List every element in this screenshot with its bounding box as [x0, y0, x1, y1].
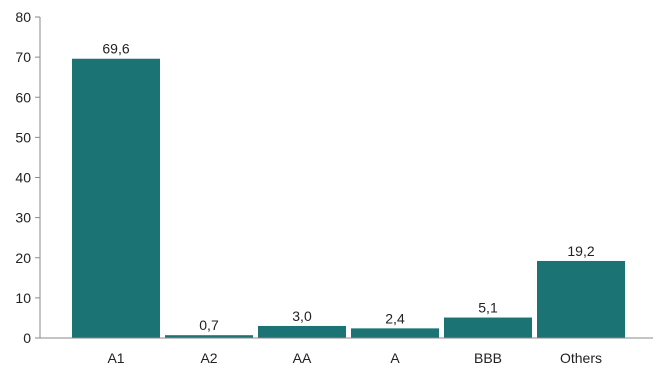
data-label: 0,7 [199, 317, 219, 333]
data-label: 2,4 [385, 310, 405, 326]
bar-aa [258, 325, 346, 338]
y-tick-label: 20 [15, 250, 31, 266]
bar-a1 [72, 58, 160, 338]
y-tick-label: 80 [15, 9, 31, 25]
y-tick-label: 40 [15, 170, 31, 186]
y-tick-label: 60 [15, 89, 31, 105]
y-tick-label: 70 [15, 49, 31, 65]
x-tick-label: A2 [200, 350, 217, 366]
bar-a2 [165, 335, 253, 338]
data-label: 5,1 [478, 300, 498, 316]
data-label: 69,6 [102, 41, 129, 57]
data-label: 19,2 [567, 243, 594, 259]
x-tick-label: A1 [107, 350, 124, 366]
data-label: 3,0 [292, 308, 312, 324]
x-axis: A1 A2 AA A BBB Others [40, 337, 653, 366]
y-tick-label: 0 [23, 330, 31, 346]
x-tick-label: A [390, 350, 400, 366]
y-tick-label: 10 [15, 290, 31, 306]
bar-bbb [444, 317, 532, 338]
y-tick-label: 30 [15, 210, 31, 226]
x-tick-label: Others [560, 350, 602, 366]
x-tick-label: AA [293, 350, 312, 366]
y-axis: 0 10 20 30 40 50 60 70 80 [15, 9, 41, 346]
bar-a [351, 328, 439, 338]
bars: 69,6 0,7 3,0 2,4 5,1 19,2 [72, 41, 625, 338]
x-tick-label: BBB [474, 350, 502, 366]
bar-others [537, 260, 625, 338]
y-tick-label: 50 [15, 129, 31, 145]
